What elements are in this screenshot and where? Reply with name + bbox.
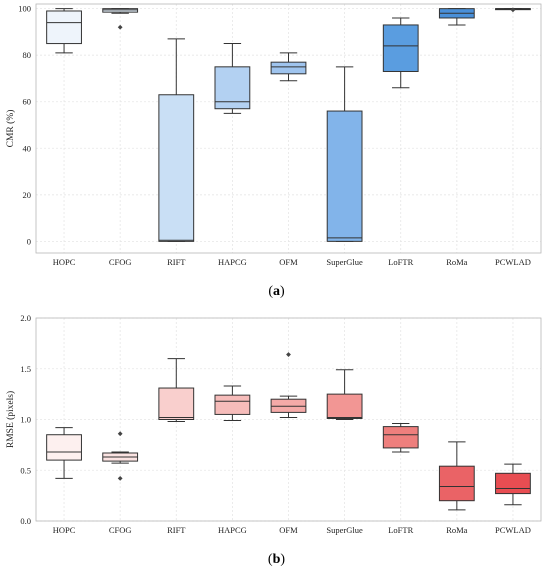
box-body	[438, 465, 475, 502]
box-roma	[438, 8, 475, 26]
y-tick-label: 60	[23, 97, 32, 107]
box-hopc	[46, 8, 82, 54]
outlier-point	[117, 475, 123, 481]
x-tick-label: SuperGlue	[326, 257, 363, 267]
x-tick-label: OFM	[279, 257, 298, 267]
box-pcwlad	[495, 7, 531, 13]
box-body	[102, 8, 139, 13]
outlier-point	[117, 24, 123, 30]
y-tick-label: 2.0	[20, 313, 31, 323]
plot-frame	[35, 317, 542, 522]
cmr-box-plot: 0 20 40 60 80 100 CMR (%) HOPC CFOG RIFT HAPCG OFM S…	[5, 3, 542, 299]
box-body	[270, 61, 307, 75]
box-body	[382, 426, 419, 449]
box-superglue	[326, 369, 363, 420]
box-body	[158, 387, 195, 421]
x-tick-label: HAPCG	[218, 525, 247, 535]
box-pcwlad	[495, 463, 531, 506]
rmse-box-plot: 0.0 0.5 1.0 1.5 2.0 RMSE (pixels) HOPC CFOG RIFT…	[5, 313, 542, 567]
plot-frame	[35, 3, 542, 254]
box-roma	[438, 441, 475, 511]
x-tick-label: PCWLAD	[495, 525, 531, 535]
x-tick-label: SuperGlue	[326, 525, 363, 535]
box-cfog	[102, 8, 139, 30]
x-tick-label: PCWLAD	[495, 257, 531, 267]
box-body	[382, 24, 419, 72]
box-body	[46, 434, 82, 461]
y-tick-label: 0	[27, 236, 31, 246]
x-tick-label: OFM	[279, 525, 298, 535]
x-tick-label: LoFTR	[388, 525, 413, 535]
box-ofm	[270, 52, 307, 82]
panel-label: (a)	[268, 284, 285, 299]
outlier-point	[510, 7, 516, 13]
y-tick-label: 80	[23, 50, 32, 60]
box-body	[158, 94, 195, 242]
outlier-point	[286, 352, 291, 357]
box-body	[270, 398, 307, 413]
box-body	[326, 110, 363, 242]
box-body	[214, 66, 251, 110]
x-tick-label: RoMa	[446, 525, 467, 535]
panel-label: (b)	[268, 552, 285, 567]
y-axis-label: CMR (%)	[5, 110, 16, 148]
x-tick-label: CFOG	[109, 525, 132, 535]
y-tick-label: 1.5	[20, 364, 31, 374]
box-hapcg	[214, 43, 251, 114]
box-superglue	[326, 66, 363, 242]
x-tick-label: RoMa	[446, 257, 467, 267]
y-tick-label: 100	[18, 4, 31, 14]
x-tick-label: HAPCG	[218, 257, 247, 267]
x-tick-label: HOPC	[53, 525, 76, 535]
box-body	[495, 472, 531, 495]
box-hopc	[46, 427, 82, 479]
y-tick-label: 0.5	[20, 465, 31, 475]
y-tick-label: 0.0	[20, 516, 31, 526]
y-axis-label: RMSE (pixels)	[5, 391, 16, 448]
y-tick-label: 20	[23, 190, 32, 200]
box-body	[46, 10, 82, 45]
x-tick-label: RIFT	[167, 257, 186, 267]
box-ofm	[270, 352, 307, 418]
x-tick-label: LoFTR	[388, 257, 413, 267]
x-tick-label: RIFT	[167, 525, 186, 535]
x-tick-label: HOPC	[53, 257, 76, 267]
box-rift	[158, 38, 195, 242]
box-body	[214, 394, 251, 415]
box-rift	[158, 358, 195, 423]
box-hapcg	[214, 385, 251, 422]
box-cfog	[102, 431, 139, 481]
y-tick-label: 1.0	[20, 415, 31, 425]
box-loftr	[382, 17, 419, 89]
box-loftr	[382, 423, 419, 453]
box-body	[326, 393, 363, 419]
outlier-point	[117, 431, 123, 437]
y-tick-label: 40	[23, 143, 32, 153]
x-tick-label: CFOG	[109, 257, 132, 267]
